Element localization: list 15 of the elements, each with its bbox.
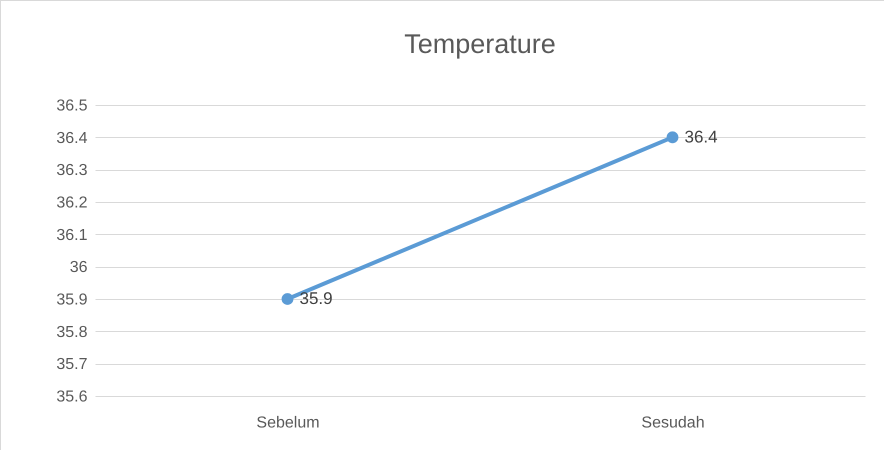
y-tick-label: 35.8 [56,324,88,341]
y-tick-label: 36.4 [56,130,88,147]
y-tick-label: 36.1 [56,226,88,244]
y-tick-label: 35.6 [56,388,88,406]
data-label: 36.4 [684,127,718,146]
x-tick-label: Sebelum [256,414,320,432]
chart-title: Temperature [404,29,556,59]
y-tick-label: 36.2 [56,194,88,212]
y-tick-label: 36.3 [56,162,88,180]
data-label: 35.9 [300,289,333,308]
x-tick-label: Sesudah [641,414,705,432]
y-tick-label: 35.7 [56,356,88,374]
y-tick-label: 35.9 [56,292,88,308]
y-tick-label: 36.5 [56,98,88,114]
y-tick-label: 36 [70,259,88,276]
